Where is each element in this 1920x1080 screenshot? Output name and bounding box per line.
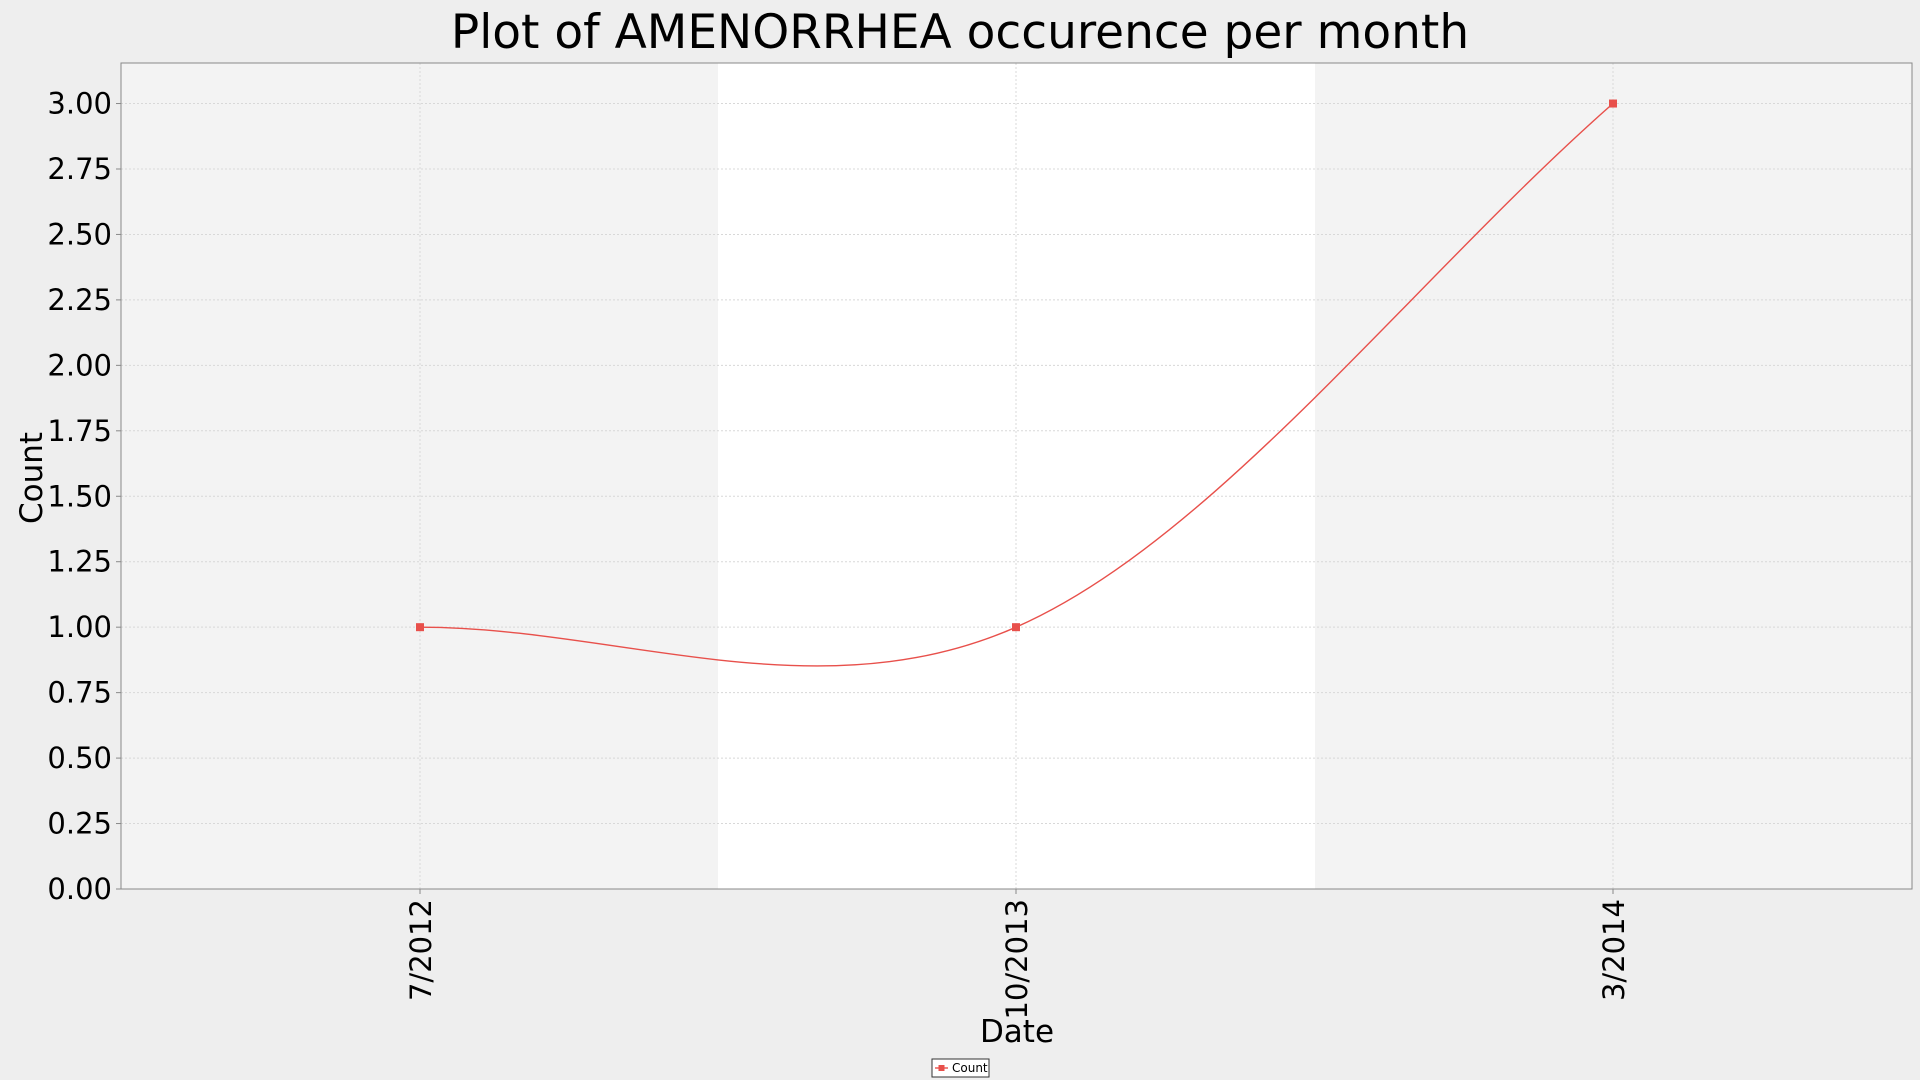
series-line-count xyxy=(419,103,1614,667)
legend: Count xyxy=(931,1058,990,1078)
y-tick-label: 2.50 xyxy=(47,217,112,251)
x-tick-label: 7/2012 xyxy=(404,899,438,1001)
y-axis-ticks: 0.00 0.25 0.50 0.75 1.00 1.25 1.50 1.75 2.00 2.25… xyxy=(47,87,121,906)
y-tick-label: 0.00 xyxy=(47,872,112,906)
legend-label: Count xyxy=(952,1061,988,1075)
y-axis-label: Count xyxy=(14,432,50,524)
y-tick-label: 2.75 xyxy=(47,152,112,186)
y-tick-label: 0.25 xyxy=(47,807,112,841)
y-tick-label: 0.50 xyxy=(47,741,112,775)
y-tick-label: 2.00 xyxy=(47,348,112,382)
data-point xyxy=(1012,623,1020,632)
y-tick-label: 1.25 xyxy=(47,545,112,579)
data-point xyxy=(416,623,424,632)
chart-title: Plot of AMENORRHEA occurence per month xyxy=(451,5,1469,60)
legend-box xyxy=(931,1058,990,1078)
x-tick-label: 3/2014 xyxy=(1597,899,1631,1001)
y-tick-label: 3.00 xyxy=(47,87,112,121)
y-tick-label: 1.75 xyxy=(47,414,112,448)
y-tick-label: 2.25 xyxy=(47,283,112,317)
y-tick-label: 1.50 xyxy=(47,479,112,513)
y-tick-label: 1.00 xyxy=(47,610,112,644)
series-points xyxy=(416,99,1617,632)
y-tick-label: 0.75 xyxy=(47,676,112,710)
x-tick-label: 10/2013 xyxy=(1000,899,1034,1019)
x-axis-ticks: 7/2012 10/2013 3/2014 xyxy=(404,889,1631,1019)
legend-marker xyxy=(938,1065,945,1071)
data-point xyxy=(1609,99,1617,108)
x-axis-label: Date xyxy=(980,1014,1054,1050)
